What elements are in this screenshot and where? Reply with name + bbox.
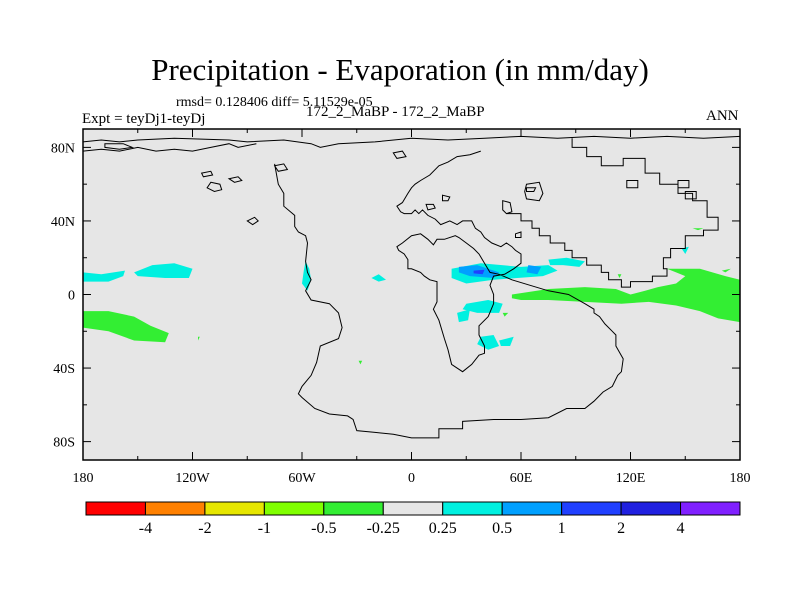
contour-region-15 — [83, 311, 169, 343]
x-tick-label: 180 — [730, 471, 751, 486]
contour-region-2 — [134, 263, 193, 278]
coastline-2 — [82, 143, 257, 152]
colorbar-box-7 — [442, 501, 503, 516]
coastline-15 — [515, 231, 522, 238]
colorbar: -4 -2 -1 -0.5 -0.25 0.25 0.5 1 2 4 — [85, 501, 741, 537]
x-tick-label: 180 — [73, 471, 94, 486]
x-tick-label: 120W — [175, 471, 210, 486]
x-tick-label: 120E — [616, 471, 646, 486]
coastline-20 — [684, 191, 697, 200]
colorbar-box-3 — [204, 501, 265, 516]
colorbar-label: -0.25 — [367, 520, 400, 537]
x-tick-label: 0 — [408, 471, 415, 486]
colorbar-label: -1 — [258, 520, 271, 537]
season-label: ANN — [706, 108, 739, 124]
contour-region-21 — [198, 336, 200, 341]
contour-fills — [83, 228, 740, 365]
colorbar-box-1 — [85, 501, 146, 516]
coastlines — [82, 135, 741, 439]
x-tick-label: 60E — [510, 471, 533, 486]
coastline-9 — [246, 216, 259, 226]
coastline-12 — [502, 200, 513, 215]
colorbar-label: 2 — [617, 520, 625, 537]
coastline-5 — [206, 181, 223, 193]
coastline-10 — [273, 163, 289, 172]
x-tick-label: 60W — [288, 471, 316, 486]
colorbar-box-9 — [561, 501, 622, 516]
contour-region-16 — [511, 268, 740, 323]
y-tick-label: 40S — [53, 362, 75, 377]
coastline-7 — [200, 170, 214, 178]
colorbar-box-2 — [144, 501, 206, 516]
y-tick-label: 80N — [51, 141, 75, 156]
x-axis: 180 120W 60W 0 60E 120E 180 — [73, 129, 751, 486]
contour-region-1 — [83, 270, 125, 282]
colorbar-label: 0.5 — [492, 520, 512, 537]
contour-region-8 — [457, 309, 470, 323]
contour-region-6 — [548, 257, 585, 267]
y-axis: 80N 40N 0 40S 80S — [51, 141, 740, 451]
coastline-14 — [442, 194, 451, 202]
coastline-3 — [104, 143, 135, 150]
colorbar-label: -2 — [198, 520, 211, 537]
chart-title: Precipitation - Evaporation (in mm/day) — [151, 52, 649, 87]
contour-region-4 — [371, 274, 386, 282]
coastline-16 — [526, 187, 537, 192]
colorbar-label: 4 — [677, 520, 685, 537]
contour-region-7 — [462, 300, 503, 313]
stats-line: rmsd= 0.128406 diff= 5.11529e-05 — [176, 95, 373, 110]
contour-region-13 — [526, 265, 542, 275]
contour-region-9 — [477, 335, 500, 350]
contour-region-10 — [499, 336, 514, 346]
coastline-8 — [392, 150, 407, 159]
coastline-6 — [227, 176, 243, 183]
coastline-17 — [506, 138, 719, 288]
coastline-19 — [677, 180, 690, 189]
colorbar-box-8 — [501, 501, 563, 516]
colorbar-label: 1 — [558, 520, 566, 537]
colorbar-label: -4 — [139, 520, 152, 537]
coastline-11 — [524, 181, 544, 202]
contour-region-20 — [358, 360, 363, 365]
colorbar-box-4 — [263, 501, 325, 516]
coastline-1 — [82, 135, 741, 148]
y-tick-label: 0 — [68, 289, 75, 304]
colorbar-box-5 — [323, 501, 384, 516]
contour-region-19 — [502, 312, 509, 317]
contour-region-14 — [473, 269, 485, 275]
coastline-18 — [626, 180, 639, 189]
coastline-13 — [425, 203, 436, 211]
colorbar-box-11 — [680, 501, 741, 516]
colorbar-label: -0.5 — [311, 520, 336, 537]
experiment-label: Expt = teyDj1-teyDj — [82, 111, 206, 127]
colorbar-box-6 — [382, 501, 444, 516]
y-tick-label: 80S — [53, 436, 75, 451]
colorbar-label: 0.25 — [429, 520, 457, 537]
case-label: 172_2_MaBP - 172_2_MaBP — [306, 104, 485, 120]
contour-region-18 — [721, 268, 731, 273]
colorbar-box-10 — [620, 501, 682, 516]
contour-region-17 — [692, 228, 704, 231]
coastline-4 — [274, 150, 624, 439]
y-tick-label: 40N — [51, 215, 75, 230]
contour-region-22 — [617, 274, 622, 278]
